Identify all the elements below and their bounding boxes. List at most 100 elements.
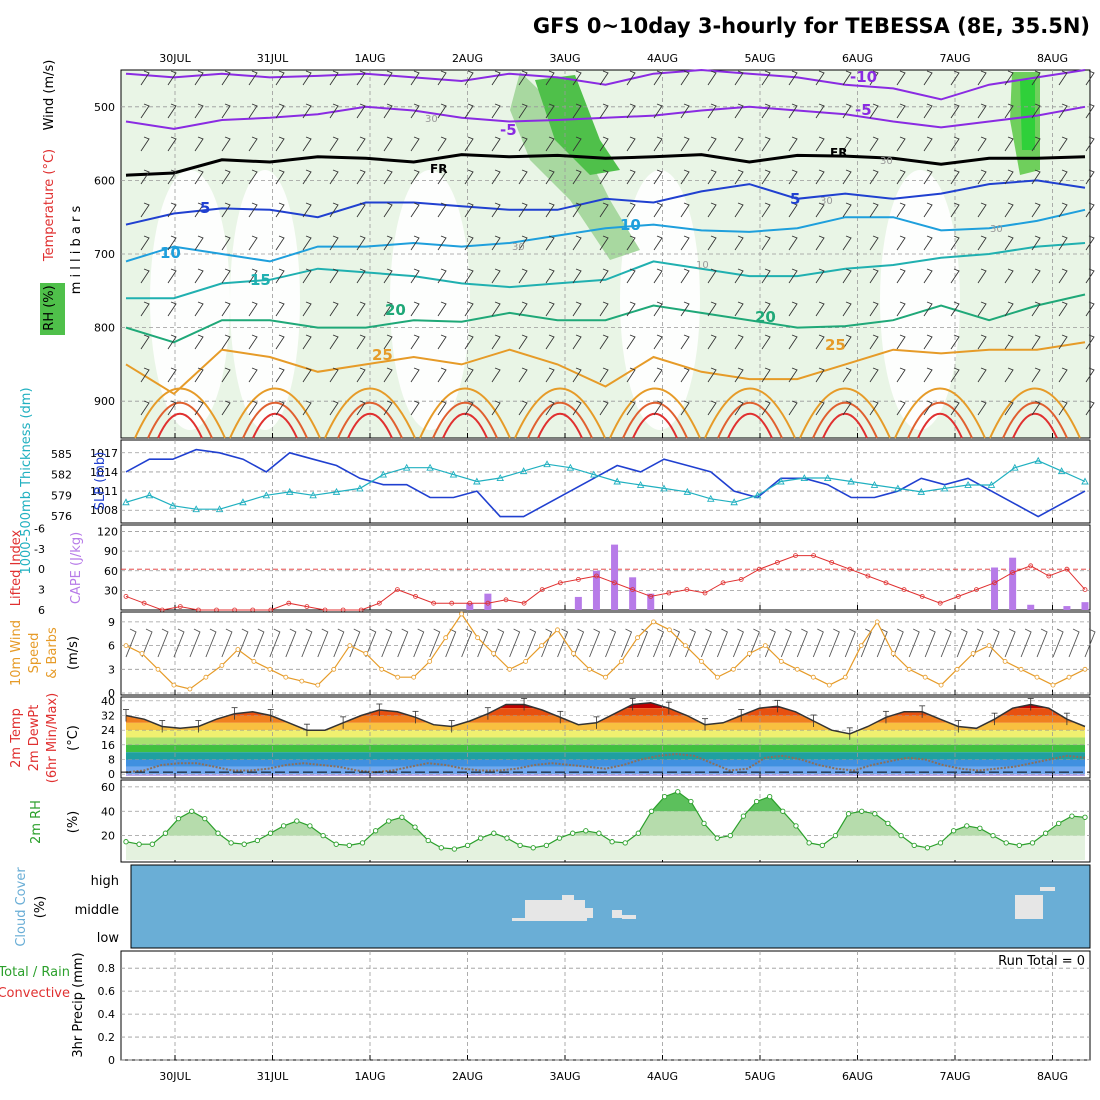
- wind-barb: [545, 235, 555, 251]
- wind-speed-marker: [683, 643, 688, 648]
- wind-barb: [626, 103, 636, 119]
- wind-barb: [599, 367, 609, 383]
- slp-line: [125, 448, 1086, 518]
- wind-barb: [140, 202, 150, 218]
- wind-barb: [1058, 235, 1068, 251]
- wind-barb: [734, 70, 744, 86]
- wind-barb: [572, 400, 582, 416]
- wind-barb: [253, 628, 265, 658]
- rh-legend-swatch: [40, 283, 65, 335]
- wind-barb: [732, 628, 744, 658]
- wind-barb: [573, 628, 585, 658]
- wind-speed-marker: [571, 651, 576, 656]
- wind-barb: [349, 628, 361, 658]
- wind-barb: [205, 628, 217, 658]
- wind-speed-marker: [347, 643, 353, 648]
- wind-barb: [302, 70, 312, 86]
- wind-barb: [653, 400, 663, 416]
- wind-barb: [356, 367, 366, 383]
- cloud-level-label: middle: [75, 903, 119, 918]
- wind-barb: [329, 367, 339, 383]
- panel-label: 2m Temp: [9, 708, 24, 768]
- wind-barb: [1020, 628, 1032, 658]
- cape-bar: [592, 570, 600, 610]
- date-label: 5AUG: [744, 1070, 775, 1083]
- wind-barb: [869, 301, 879, 317]
- wind-barb: [275, 202, 285, 218]
- wind-speed-marker: [715, 674, 720, 680]
- wind-barb: [680, 235, 690, 251]
- wind-barb: [923, 334, 933, 350]
- rh-marker: [412, 824, 418, 830]
- wind-barb: [734, 301, 744, 317]
- wind-barb: [680, 268, 690, 284]
- wind-barb: [950, 301, 960, 317]
- wind-barb: [669, 628, 681, 658]
- date-label: 6AUG: [842, 52, 873, 65]
- panel-label: 10m Wind: [9, 620, 24, 686]
- wind-barb: [707, 268, 717, 284]
- lifted-index-marker: [594, 573, 599, 579]
- wind-barb: [383, 235, 393, 251]
- rh-marker: [780, 808, 786, 814]
- wind-barb: [572, 136, 582, 152]
- wind-barb: [680, 301, 690, 317]
- wind-barb: [125, 628, 137, 658]
- rh-marker: [478, 835, 484, 841]
- wind-speed-marker: [523, 659, 528, 664]
- wind-barb: [605, 628, 617, 658]
- thickness-marker: [356, 484, 364, 492]
- rh-marker: [280, 823, 287, 829]
- wind-barb: [734, 169, 744, 185]
- cape-bar: [466, 603, 474, 610]
- wind-barb: [599, 136, 609, 152]
- wind-barb: [599, 400, 609, 416]
- pressure-tick-label: 900: [94, 395, 115, 408]
- wind-barb: [815, 301, 825, 317]
- rh-marker: [189, 808, 195, 814]
- wind-barb: [589, 628, 601, 658]
- isotherm-value-label: 5: [790, 190, 800, 208]
- wind-speed-marker: [794, 666, 800, 672]
- rh-marker: [556, 835, 563, 841]
- thickness-marker: [426, 463, 434, 471]
- thickness-marker: [940, 484, 949, 492]
- wind-barb: [356, 268, 366, 284]
- wind-speed-marker: [826, 682, 832, 688]
- wind-speed-marker: [810, 674, 816, 680]
- wind-barb: [1058, 70, 1068, 86]
- wind-barb: [572, 367, 582, 383]
- wind-barb: [167, 334, 177, 350]
- lifted-index-marker: [684, 587, 690, 592]
- date-label: 3AUG: [549, 52, 580, 65]
- rh-marker: [175, 815, 182, 822]
- wind-barb: [1085, 103, 1095, 119]
- wind-barb: [383, 301, 393, 317]
- date-label: 2AUG: [452, 1070, 483, 1083]
- wind-barb: [356, 169, 366, 185]
- wind-barb: [410, 202, 420, 218]
- wind-barb: [410, 70, 420, 86]
- panel-label: m i l l i b a r s: [69, 206, 84, 295]
- isotherm-line: [989, 387, 1081, 439]
- wind-barb: [1085, 301, 1095, 317]
- rh-marker: [845, 811, 852, 817]
- wind-barb: [437, 70, 447, 86]
- wind-barb: [653, 367, 663, 383]
- panel-label: 2m DewPt: [27, 705, 42, 772]
- lifted-index-marker: [521, 600, 527, 606]
- date-label: 30JUL: [159, 52, 191, 65]
- panel-label: CAPE (J/kg): [69, 532, 84, 604]
- wind-barb: [509, 628, 521, 658]
- wind-barb: [1031, 301, 1041, 317]
- temperature-band: [126, 737, 1085, 745]
- wind-barb: [464, 235, 474, 251]
- wind-barb: [329, 103, 339, 119]
- rh-marker: [885, 820, 891, 827]
- temperature-band: [126, 766, 1085, 775]
- isotherm-line: [812, 401, 878, 439]
- wind-barb: [1004, 334, 1014, 350]
- wind-barb: [734, 235, 744, 251]
- rh-marker: [1003, 840, 1009, 846]
- lifted-index-marker: [901, 587, 907, 592]
